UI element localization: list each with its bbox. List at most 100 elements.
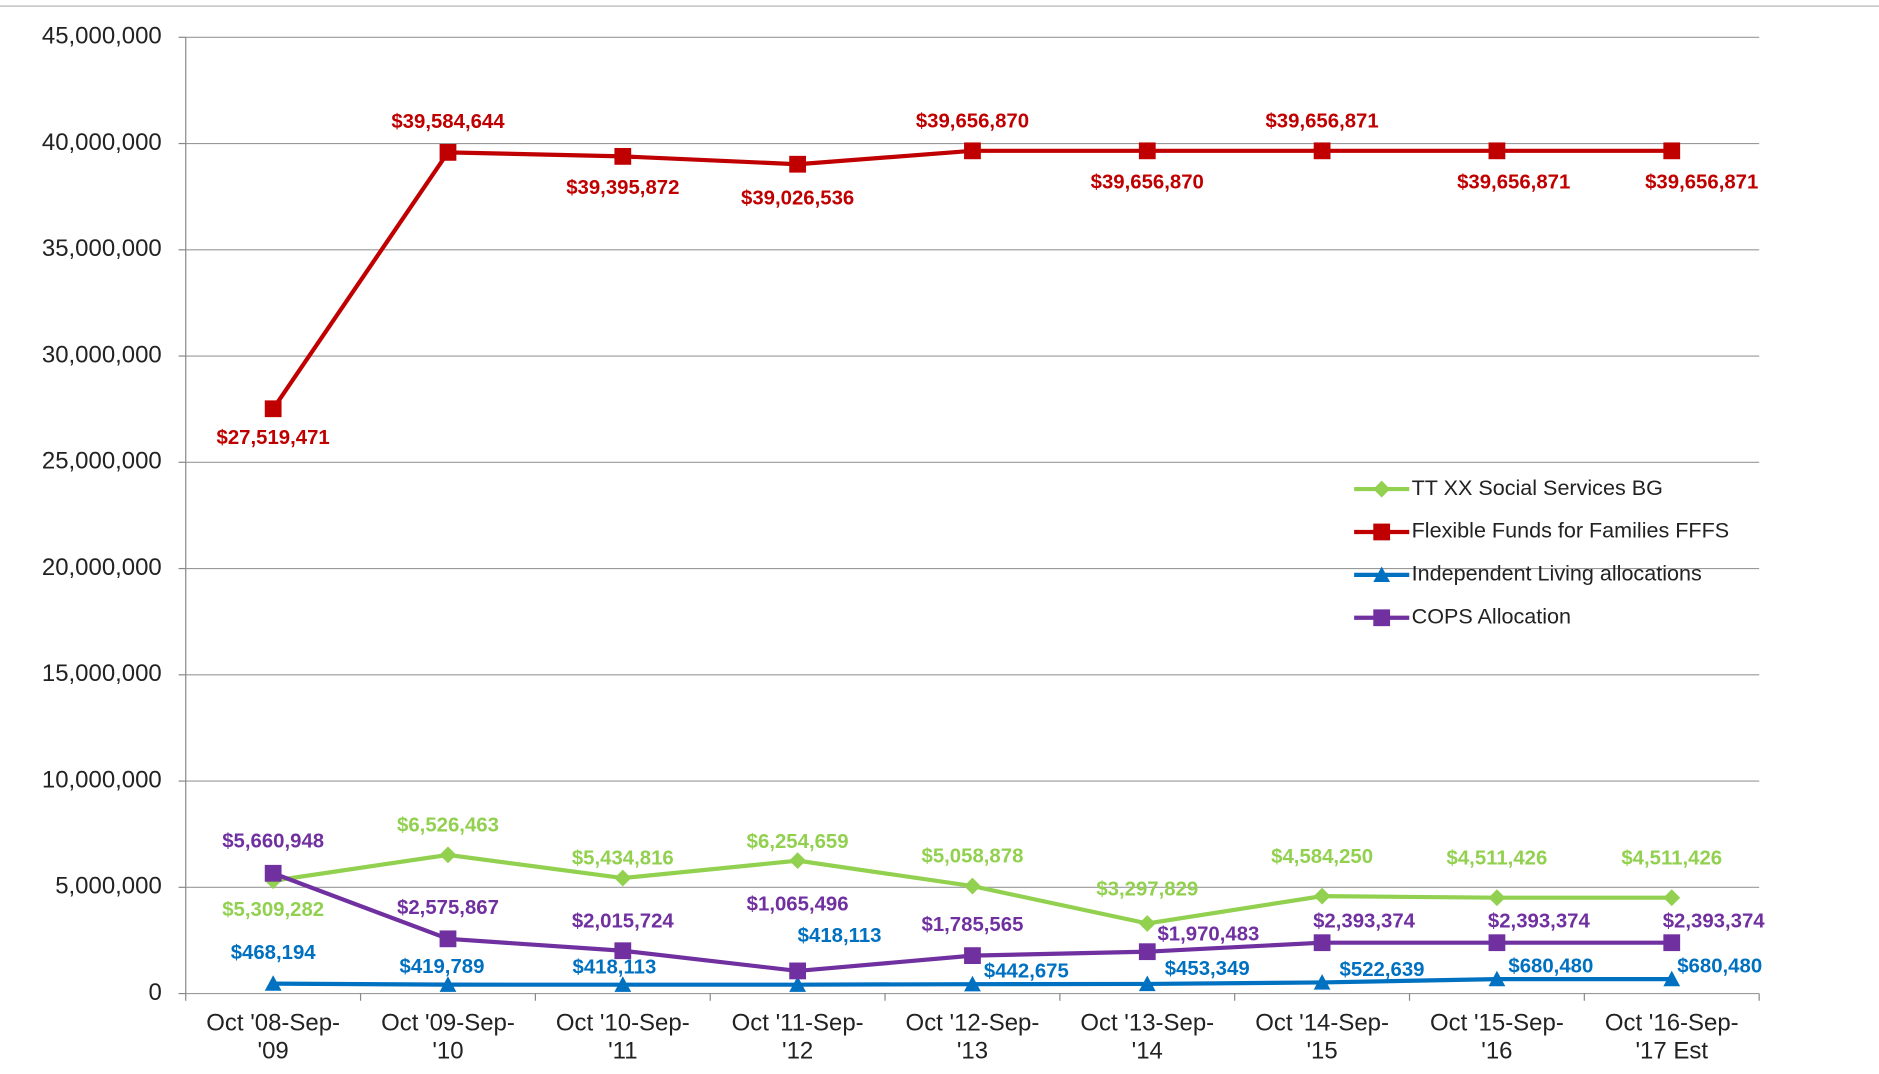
data-label: $39,656,871 <box>1457 172 1570 194</box>
data-label: $4,511,426 <box>1621 848 1722 870</box>
marker <box>439 976 457 992</box>
y-tick-label: 20,000,000 <box>42 554 162 581</box>
data-label: $2,393,374 <box>1663 911 1766 933</box>
marker <box>1663 889 1681 907</box>
x-tick-container: Oct '12-Sep-'13 <box>905 1010 1040 1065</box>
x-tick-container: Oct '14-Sep-'15 <box>1255 1010 1389 1065</box>
marker <box>1138 142 1156 160</box>
marker <box>264 864 282 882</box>
marker <box>789 155 807 173</box>
marker <box>1138 915 1156 932</box>
x-tick-container: Oct '13-Sep-'14 <box>1080 1010 1215 1065</box>
data-label: $418,113 <box>573 956 657 978</box>
marker <box>964 947 981 965</box>
legend-label: COPS Allocation <box>1412 603 1571 628</box>
marker <box>1373 523 1391 541</box>
x-tick-container: Oct '09-Sep-'10 <box>381 1010 515 1065</box>
data-label: $6,254,659 <box>747 831 849 853</box>
marker <box>964 877 981 895</box>
x-tick-label: Oct '15-Sep-'16 <box>1430 1010 1564 1065</box>
marker <box>1488 970 1506 987</box>
legend-label: TT XX Social Services BG <box>1412 475 1663 500</box>
marker <box>614 869 632 887</box>
marker <box>614 147 632 165</box>
data-label: $453,349 <box>1165 958 1250 980</box>
y-tick-label: 25,000,000 <box>42 448 162 475</box>
marker <box>964 975 981 992</box>
data-label: $680,480 <box>1677 955 1762 977</box>
marker <box>264 400 282 418</box>
y-tick-label: 5,000,000 <box>55 873 162 900</box>
marker <box>439 846 457 864</box>
marker <box>789 962 807 980</box>
x-tick-label: Oct '10-Sep-'11 <box>555 1010 690 1065</box>
marker <box>439 930 457 948</box>
marker <box>1663 970 1681 987</box>
data-label: $39,656,870 <box>916 110 1029 132</box>
marker <box>1313 934 1331 952</box>
y-tick-label: 10,000,000 <box>42 766 162 793</box>
data-label: $6,526,463 <box>397 814 499 836</box>
data-label: $5,660,948 <box>222 830 324 852</box>
marker <box>789 976 807 992</box>
y-tick-label: 45,000,000 <box>42 23 162 50</box>
marker <box>1138 975 1156 992</box>
data-label: $419,789 <box>400 956 485 978</box>
data-label: $39,584,644 <box>391 111 505 133</box>
y-tick-label: 35,000,000 <box>42 235 162 262</box>
y-tick-label: 0 <box>148 979 161 1006</box>
data-label: $5,309,282 <box>222 899 324 921</box>
data-label: $39,656,871 <box>1265 110 1378 132</box>
x-tick-label: Oct '13-Sep-'14 <box>1080 1010 1215 1065</box>
data-label: $27,519,471 <box>217 427 330 449</box>
data-label: $39,656,870 <box>1091 172 1204 194</box>
data-label: $1,970,483 <box>1157 923 1259 945</box>
marker <box>1488 934 1506 952</box>
data-label: $5,058,878 <box>922 846 1024 868</box>
marker <box>964 142 981 160</box>
data-label: $680,480 <box>1508 955 1593 977</box>
marker <box>1313 974 1331 990</box>
data-label: $2,393,374 <box>1488 911 1591 933</box>
marker <box>1373 609 1391 627</box>
marker <box>1488 889 1506 907</box>
x-tick-container: Oct '08-Sep-'09 <box>206 1010 341 1065</box>
legend-label: Independent Living allocations <box>1412 561 1702 586</box>
marker <box>1313 887 1331 905</box>
marker <box>1373 566 1391 583</box>
marker <box>789 852 807 870</box>
data-label: $468,194 <box>231 942 317 964</box>
marker <box>1313 142 1331 160</box>
x-tick-label: Oct '14-Sep-'15 <box>1255 1010 1389 1065</box>
marker <box>1138 943 1156 961</box>
data-label: $418,113 <box>798 925 882 947</box>
data-label: $39,395,872 <box>566 177 679 199</box>
marker <box>1663 934 1681 952</box>
data-label: $1,785,565 <box>922 914 1024 936</box>
x-tick-container: Oct '16-Sep-'17 Est <box>1604 1010 1739 1065</box>
data-label: $2,015,724 <box>572 910 675 932</box>
data-label: $522,639 <box>1340 959 1425 981</box>
x-tick-label: Oct '12-Sep-'13 <box>905 1010 1040 1065</box>
data-label: $2,575,867 <box>397 897 499 919</box>
data-label: $4,511,426 <box>1447 848 1548 870</box>
legend-label: Flexible Funds for Families FFFS <box>1412 518 1730 543</box>
marker <box>1488 142 1506 160</box>
data-label: $5,434,816 <box>572 847 674 869</box>
x-tick-container: Oct '15-Sep-'16 <box>1430 1010 1564 1065</box>
y-tick-label: 15,000,000 <box>42 660 162 687</box>
marker <box>614 942 632 960</box>
y-tick-label: 40,000,000 <box>42 129 162 156</box>
marker <box>1373 480 1391 498</box>
x-tick-container: Oct '11-Sep-'12 <box>731 1010 864 1065</box>
x-tick-label: Oct '09-Sep-'10 <box>381 1010 515 1065</box>
x-tick-label: Oct '08-Sep-'09 <box>206 1010 341 1065</box>
data-label: $39,656,871 <box>1645 172 1758 194</box>
x-tick-label: Oct '11-Sep-'12 <box>731 1010 864 1065</box>
data-label: $442,675 <box>984 961 1069 983</box>
data-label: $39,026,536 <box>741 187 854 209</box>
data-label: $1,065,496 <box>747 893 849 915</box>
x-tick-label: Oct '16-Sep-'17 Est <box>1604 1010 1739 1065</box>
marker <box>1663 142 1681 160</box>
